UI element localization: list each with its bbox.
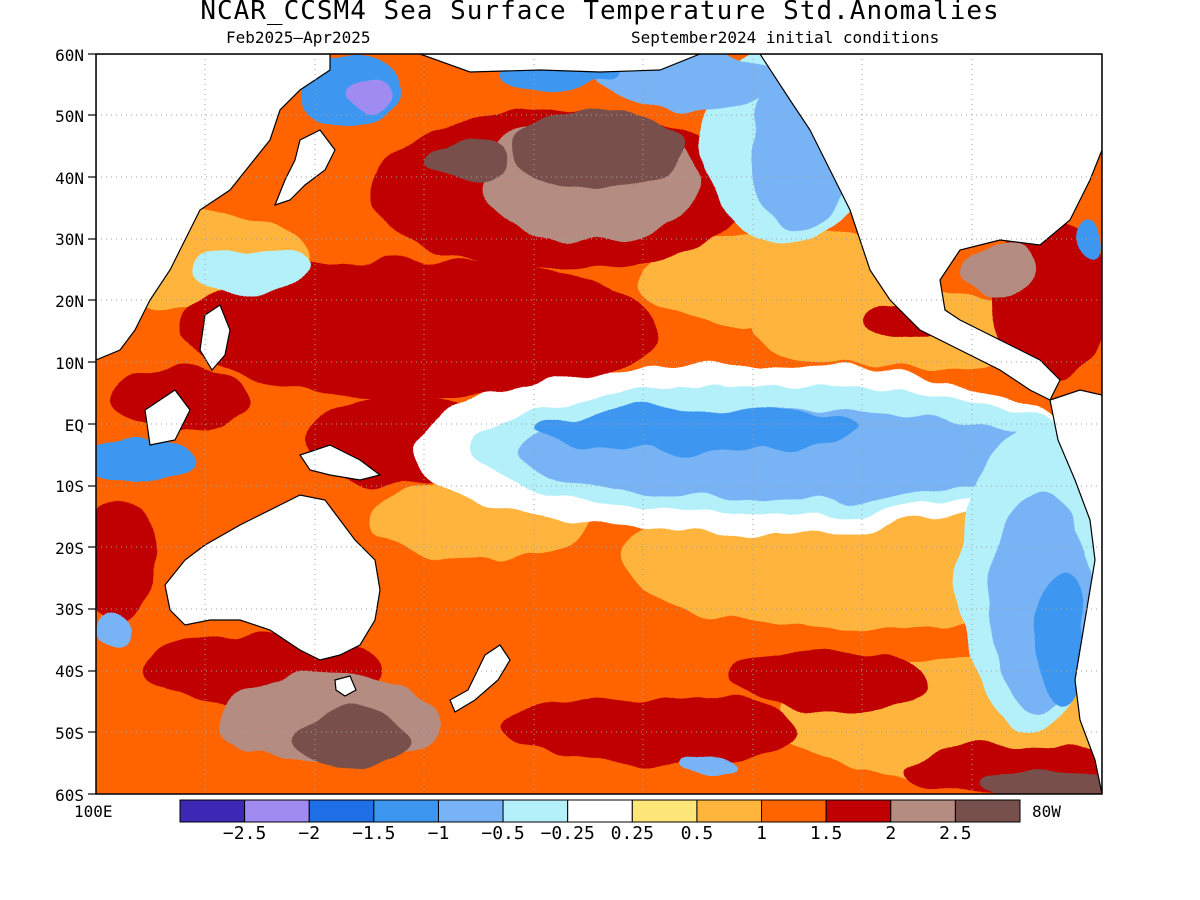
lat-label-50s: 50S	[55, 724, 84, 743]
cool-zone-philippine-sea	[190, 248, 310, 292]
cold-spot-southern	[680, 755, 740, 775]
axis-ticks	[88, 53, 96, 795]
lat-label-10s: 10S	[55, 477, 84, 496]
lat-label-60n: 60N	[55, 46, 84, 65]
colorbar-label: −2	[298, 823, 321, 844]
cold-core-equatorial	[540, 408, 860, 452]
lat-label-30n: 30N	[55, 230, 84, 249]
extreme-core-southern-east	[980, 770, 1102, 794]
colorbar-swatch	[179, 799, 246, 823]
lat-label-10n: 10N	[55, 354, 84, 373]
cold-core-humboldt	[1035, 570, 1085, 710]
lat-label-eq: EQ	[64, 416, 84, 435]
new-zealand-land	[449, 644, 511, 713]
australia-land	[164, 494, 381, 661]
colorbar	[179, 799, 1021, 823]
lat-label-20s: 20S	[55, 539, 84, 558]
colorbar-swatch	[308, 799, 375, 823]
cold-zone-java	[96, 440, 200, 480]
cold-spot-indian-ocean	[97, 612, 133, 648]
lon-label-east: 80W	[1032, 802, 1061, 821]
lat-label-40s: 40S	[55, 662, 84, 681]
colorbar-label: −1.5	[352, 823, 396, 844]
tasmania-land	[334, 675, 357, 697]
extreme-core-kuroshio	[430, 140, 510, 180]
extreme-core-south-australia	[290, 710, 410, 770]
very-cold-zone-okhotsk	[346, 82, 390, 114]
forecast-period: Feb2025–Apr2025	[226, 28, 371, 47]
colorbar-swatch	[761, 799, 827, 823]
colorbar-swatch	[954, 799, 1021, 823]
initial-conditions: September2024 initial conditions	[631, 28, 940, 47]
hot-zone-southern-ocean	[500, 695, 800, 765]
colorbar-label: −2.5	[222, 823, 267, 844]
hot-zone-indian-ocean	[96, 500, 160, 620]
cold-spot-atlantic	[1076, 218, 1102, 262]
colorbar-label: 1.5	[809, 823, 843, 844]
colorbar-label: −1	[427, 823, 450, 844]
hot-zone-west-pacific	[180, 260, 660, 400]
colorbar-swatch	[502, 799, 569, 823]
borneo-land	[144, 389, 191, 446]
colorbar-swatch	[825, 799, 892, 823]
lat-label-30s: 30S	[55, 600, 84, 619]
extreme-core-north-pacific	[515, 110, 685, 190]
hot-zone-south-pacific	[730, 650, 930, 710]
graticule	[96, 54, 1102, 794]
colorbar-label: −0.5	[481, 823, 525, 844]
lat-label-50n: 50N	[55, 107, 84, 126]
colorbar-label: −0.25	[540, 823, 595, 844]
colorbar-swatch	[567, 799, 633, 823]
colorbar-label: 0.5	[680, 823, 714, 844]
lat-label-40n: 40N	[55, 169, 84, 188]
colorbar-swatch	[437, 799, 504, 823]
map-title: NCAR_CCSM4 Sea Surface Temperature Std.A…	[200, 0, 1000, 26]
colorbar-swatch	[890, 799, 956, 823]
colorbar-swatch	[631, 799, 698, 823]
colorbar-label: 0.25	[610, 823, 654, 844]
alaska-siberia-land	[419, 54, 701, 73]
colorbar-swatch	[244, 799, 310, 823]
lon-label-west: 100E	[74, 802, 113, 821]
new-guinea-land	[299, 444, 382, 481]
colorbar-swatch	[696, 799, 763, 823]
colorbar-label: 2	[885, 823, 897, 844]
philippines-land	[199, 304, 231, 372]
lat-label-60s: 60S	[55, 786, 84, 805]
colorbar-label: 1	[756, 823, 767, 844]
extreme-zone-gulf-of-mexico	[960, 245, 1040, 295]
north-america-land	[759, 54, 1102, 401]
japan-land	[273, 129, 336, 206]
colorbar-label: 2.5	[939, 823, 972, 844]
lat-label-20n: 20N	[55, 292, 84, 311]
colorbar-swatch	[373, 799, 439, 823]
south-america-land	[1049, 389, 1102, 794]
